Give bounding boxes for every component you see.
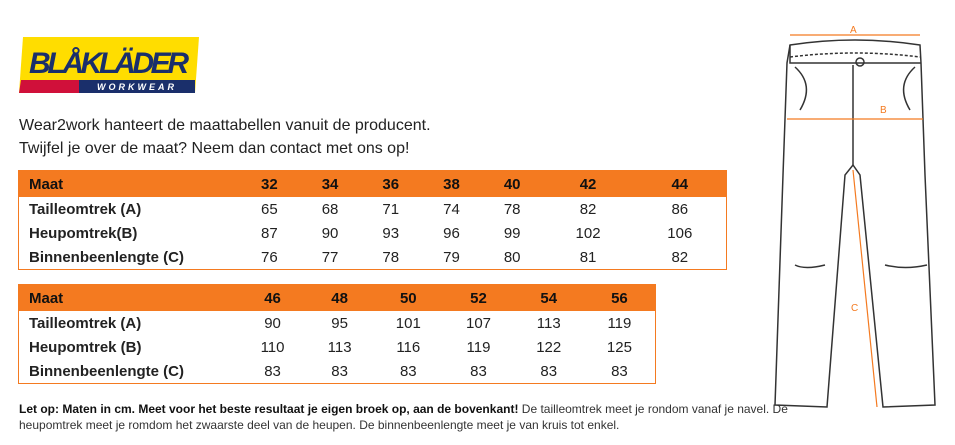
table-row: Binnenbeenlengte (C) 76 77 78 79 80 81 8… <box>19 245 727 270</box>
value-cell: 68 <box>321 200 339 218</box>
value-cell: 95 <box>331 314 348 332</box>
svg-text:BLÅKLÄDER: BLÅKLÄDER <box>29 47 189 80</box>
value-cell: 90 <box>321 224 339 242</box>
size-cell: 56 <box>583 284 656 311</box>
header-label: Maat <box>18 284 239 311</box>
value-cell: 65 <box>261 200 278 218</box>
header-label: Maat <box>18 170 239 197</box>
value-cell: 99 <box>503 224 521 242</box>
size-cell: 42 <box>542 170 634 197</box>
value-cell: 106 <box>667 224 693 242</box>
row-label: Tailleomtrek (A) <box>29 200 142 218</box>
svg-text:WORKWEAR: WORKWEAR <box>97 82 177 92</box>
value-cell: 125 <box>606 338 632 356</box>
value-cell: 87 <box>261 224 278 242</box>
size-cell: 36 <box>360 170 422 197</box>
value-cell: 77 <box>321 248 339 266</box>
value-cell: 113 <box>536 314 561 332</box>
value-cell: 86 <box>671 200 689 218</box>
value-cell: 83 <box>331 362 348 380</box>
table-header-row: Maat 46 48 50 52 54 56 <box>18 284 656 311</box>
value-cell: 93 <box>382 224 400 242</box>
value-cell: 80 <box>503 248 521 266</box>
table-row: Tailleomtrek (A) 65 68 71 74 78 82 86 <box>19 197 727 221</box>
size-cell: 34 <box>299 170 361 197</box>
size-cell: 44 <box>633 170 727 197</box>
value-cell: 83 <box>540 362 558 380</box>
size-cell: 40 <box>481 170 543 197</box>
size-table-1: Maat 32 34 36 38 40 42 44 Tailleomtrek (… <box>18 170 727 270</box>
row-label: Heupomtrek(B) <box>29 224 138 242</box>
measurement-note: Let op: Maten in cm. Meet voor het beste… <box>19 401 819 433</box>
label-c: C <box>851 303 858 314</box>
value-cell: 83 <box>399 362 417 380</box>
pants-diagram: A B C <box>765 15 950 420</box>
note-text: De tailleomtrek meet je rondom vanaf je … <box>19 402 788 432</box>
size-cell: 38 <box>421 170 482 197</box>
intro-text: Wear2work hanteert de maattabellen vanui… <box>19 114 431 160</box>
value-cell: 90 <box>264 314 281 332</box>
blaklader-logo: BLÅKLÄDER WORKWEAR <box>19 37 199 93</box>
value-cell: 122 <box>536 338 562 356</box>
row-label: Tailleomtrek (A) <box>29 314 142 332</box>
table-row: Heupomtrek (B) 110 113 116 119 122 125 <box>19 335 656 359</box>
size-cell: 32 <box>239 170 300 197</box>
size-cell: 48 <box>306 284 374 311</box>
value-cell: 119 <box>466 338 491 356</box>
value-cell: 83 <box>470 362 487 380</box>
table-header-row: Maat 32 34 36 38 40 42 44 <box>18 170 727 197</box>
intro-line-2: Twijfel je over de maat? Neem dan contac… <box>19 140 410 157</box>
value-cell: 76 <box>261 248 278 266</box>
value-cell: 113 <box>327 338 352 356</box>
value-cell: 79 <box>443 248 460 266</box>
value-cell: 78 <box>382 248 400 266</box>
value-cell: 107 <box>466 314 492 332</box>
size-cell: 52 <box>443 284 514 311</box>
value-cell: 102 <box>575 224 601 242</box>
value-cell: 119 <box>607 314 632 332</box>
note-bold: Let op: Maten in cm. Meet voor het beste… <box>19 402 519 416</box>
size-cell: 46 <box>239 284 307 311</box>
size-cell: 50 <box>373 284 444 311</box>
value-cell: 116 <box>396 338 421 356</box>
value-cell: 82 <box>671 248 689 266</box>
table-row: Heupomtrek(B) 87 90 93 96 99 102 106 <box>19 221 727 245</box>
label-a: A <box>850 25 857 36</box>
value-cell: 96 <box>443 224 460 242</box>
size-table-2: Maat 46 48 50 52 54 56 Tailleomtrek (A) … <box>18 284 656 384</box>
row-label: Binnenbeenlengte (C) <box>29 248 185 266</box>
value-cell: 81 <box>579 248 597 266</box>
value-cell: 101 <box>395 314 421 332</box>
value-cell: 82 <box>579 200 597 218</box>
table-row: Binnenbeenlengte (C) 83 83 83 83 83 83 <box>19 359 656 384</box>
value-cell: 71 <box>382 200 400 218</box>
label-b: B <box>880 105 887 116</box>
size-cell: 54 <box>513 284 584 311</box>
value-cell: 83 <box>264 362 281 380</box>
value-cell: 78 <box>503 200 521 218</box>
value-cell: 83 <box>611 362 628 380</box>
value-cell: 74 <box>443 200 460 218</box>
value-cell: 110 <box>260 338 285 356</box>
row-label: Heupomtrek (B) <box>29 338 142 356</box>
row-label: Binnenbeenlengte (C) <box>29 362 185 380</box>
table-row: Tailleomtrek (A) 90 95 101 107 113 119 <box>19 311 656 335</box>
intro-line-1: Wear2work hanteert de maattabellen vanui… <box>19 117 431 134</box>
